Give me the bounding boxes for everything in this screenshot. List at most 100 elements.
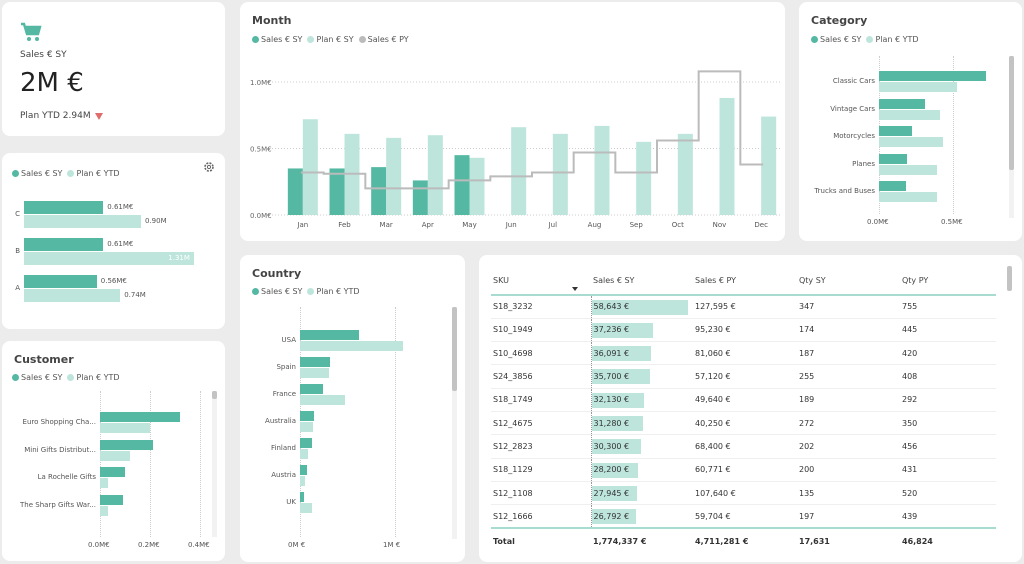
country-scroll-thumb[interactable] bbox=[452, 307, 457, 391]
legend-label: Sales € SY bbox=[21, 169, 63, 178]
total-sales-py: 4,711,281 € bbox=[693, 526, 797, 554]
legend-item[interactable]: Plan € YTD bbox=[866, 35, 919, 44]
bar-sales-sy bbox=[454, 155, 470, 215]
legend-item[interactable]: Sales € SY bbox=[811, 35, 861, 44]
table-row[interactable]: S18_1129 28,200 € 60,771 €200 431 bbox=[491, 458, 996, 482]
table-row[interactable]: S12_1666 26,792 € 59,704 €197 439 bbox=[491, 504, 996, 529]
legend-dot bbox=[252, 36, 259, 43]
bar-plan-sy bbox=[761, 116, 777, 215]
table-row[interactable]: S12_2823 30,300 € 68,400 €202 456 bbox=[491, 434, 996, 459]
sales-py-cell: 81,060 € bbox=[693, 341, 797, 366]
column-header-sales-py[interactable]: Sales € PY bbox=[693, 267, 797, 296]
country-bar-chart: 0M € 1M € USA Spain France Australia Finland Au… bbox=[240, 255, 465, 562]
category-label: USA bbox=[281, 336, 297, 344]
category-scroll-thumb[interactable] bbox=[1009, 56, 1014, 170]
qty-sy-cell: 187 bbox=[797, 341, 900, 366]
qty-py-cell: 755 bbox=[900, 295, 996, 319]
column-header-label: Sales € SY bbox=[593, 276, 635, 285]
customer-scrollbar[interactable] bbox=[212, 391, 217, 537]
column-header-sales-sy[interactable]: Sales € SY bbox=[572, 267, 693, 296]
bar-sales-sy bbox=[879, 126, 912, 136]
total-qty-sy: 17,631 bbox=[797, 526, 900, 554]
kpi-value: 2M € bbox=[20, 68, 84, 98]
table-row[interactable]: S18_1749 32,130 € 49,640 €189 292 bbox=[491, 388, 996, 412]
sku-table-card: SKU Sales € SY Sales € PY Qty SY Qty PY … bbox=[479, 255, 1022, 562]
legend-item[interactable]: Sales € SY bbox=[252, 287, 302, 296]
gear-icon[interactable] bbox=[203, 161, 215, 173]
qty-sy-cell: 200 bbox=[797, 458, 900, 482]
legend-item[interactable]: Plan € YTD bbox=[67, 169, 120, 178]
sales-py-cell: 68,400 € bbox=[693, 434, 797, 459]
country-scrollbar[interactable] bbox=[452, 307, 457, 539]
bar-plan-sy bbox=[677, 133, 693, 215]
legend-dot bbox=[358, 36, 366, 43]
qty-sy-cell: 272 bbox=[797, 411, 900, 436]
bar-sales-sy bbox=[300, 492, 304, 502]
data-label: 0.74M bbox=[124, 291, 146, 299]
sales-sy-value: 27,945 € bbox=[593, 488, 630, 498]
sku-cell: S12_1108 bbox=[491, 481, 591, 506]
qty-sy-cell: 347 bbox=[797, 295, 900, 319]
table-row[interactable]: S12_4675 31,280 € 40,250 €272 350 bbox=[491, 411, 996, 436]
bar-plan-sy bbox=[594, 125, 610, 215]
qty-sy-cell: 174 bbox=[797, 318, 900, 343]
column-header-sku[interactable]: SKU bbox=[491, 267, 591, 296]
bar-plan-sy bbox=[386, 137, 402, 215]
gridline bbox=[200, 391, 201, 537]
qty-sy-cell: 202 bbox=[797, 434, 900, 459]
table-row[interactable]: S10_1949 37,236 € 95,230 €174 445 bbox=[491, 318, 996, 343]
category-label: Australia bbox=[265, 417, 296, 425]
legend-item[interactable]: Sales € SY bbox=[12, 373, 62, 382]
legend-item[interactable]: Plan € YTD bbox=[67, 373, 120, 382]
table-row[interactable]: S10_4698 36,091 € 81,060 €187 420 bbox=[491, 341, 996, 366]
gridline bbox=[150, 391, 151, 537]
sort-descending-icon bbox=[572, 287, 579, 291]
x-tick-label: May bbox=[462, 221, 476, 229]
x-tick-label: Nov bbox=[713, 221, 727, 229]
column-header-qty-py[interactable]: Qty PY bbox=[900, 267, 996, 296]
legend-item[interactable]: Sales € SY bbox=[252, 35, 302, 44]
bar-plan bbox=[879, 109, 940, 120]
legend-item[interactable]: Sales € PY bbox=[358, 35, 409, 44]
table-row[interactable]: S24_3856 35,700 € 57,120 €255 408 bbox=[491, 364, 996, 389]
legend-dot bbox=[12, 374, 19, 381]
gridline bbox=[395, 307, 396, 537]
bar-sales-sy bbox=[879, 153, 908, 164]
table-row[interactable]: S18_3232 58,643 € 127,595 €347 755 bbox=[491, 295, 996, 319]
bar-plan bbox=[300, 341, 403, 351]
legend-item[interactable]: Plan € SY bbox=[307, 35, 354, 44]
x-tick-label: Jan bbox=[296, 221, 308, 229]
bar-sales-sy bbox=[100, 439, 153, 450]
shopping-cart-icon bbox=[21, 22, 42, 41]
y-tick-label: 0.5M€ bbox=[250, 146, 272, 154]
category-title: Category bbox=[811, 14, 868, 27]
sales-sy-value: 26,792 € bbox=[593, 511, 630, 521]
sales-sy-cell: 32,130 € bbox=[590, 388, 693, 412]
bar-plan-sy bbox=[469, 157, 485, 215]
bar-plan-sy bbox=[636, 141, 652, 215]
bar-plan bbox=[300, 422, 314, 432]
category-label: Mini Gifts Distribut... bbox=[24, 445, 96, 454]
legend-dot bbox=[307, 36, 315, 43]
sales-sy-value: 36,091 € bbox=[593, 348, 630, 358]
customer-scroll-thumb[interactable] bbox=[212, 391, 217, 399]
table-total-row: Total 1,774,337 €4,711,281 €17,631 46,824 bbox=[491, 526, 996, 554]
legend-item[interactable]: Plan € YTD bbox=[307, 287, 360, 296]
data-bar bbox=[591, 415, 643, 431]
category-label: Spain bbox=[276, 363, 296, 371]
column-header-qty-sy[interactable]: Qty SY bbox=[797, 267, 900, 296]
abc-legend: Sales € SY Plan € YTD bbox=[12, 169, 120, 178]
x-tick-label: Aug bbox=[588, 221, 602, 229]
gridline bbox=[953, 56, 954, 214]
category-label: Planes bbox=[852, 159, 875, 168]
legend-label: Plan € YTD bbox=[76, 169, 120, 178]
legend-item[interactable]: Sales € SY bbox=[12, 169, 62, 178]
x-tick-label: Jun bbox=[505, 221, 517, 229]
bar-plan bbox=[100, 450, 130, 461]
legend-label: Plan € SY bbox=[316, 35, 354, 44]
table-row[interactable]: S12_1108 27,945 € 107,640 €135 520 bbox=[491, 481, 996, 506]
qty-sy-cell: 197 bbox=[797, 504, 900, 529]
legend-dot bbox=[307, 288, 315, 295]
x-tick-label: 0M € bbox=[288, 541, 306, 549]
table-scroll-thumb[interactable] bbox=[1007, 266, 1012, 291]
